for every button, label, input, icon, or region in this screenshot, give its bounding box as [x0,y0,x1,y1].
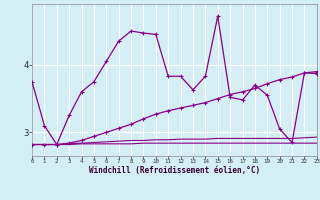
X-axis label: Windchill (Refroidissement éolien,°C): Windchill (Refroidissement éolien,°C) [89,166,260,175]
